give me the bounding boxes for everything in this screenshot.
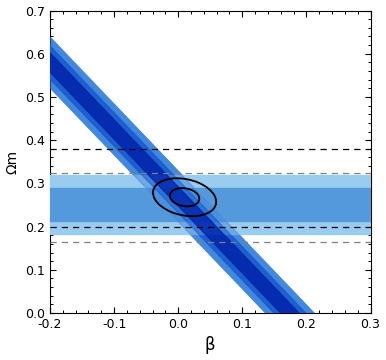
Y-axis label: Ωm: Ωm xyxy=(5,150,20,174)
Bar xyxy=(50,175,371,234)
X-axis label: β: β xyxy=(205,337,215,355)
Bar xyxy=(50,188,371,221)
